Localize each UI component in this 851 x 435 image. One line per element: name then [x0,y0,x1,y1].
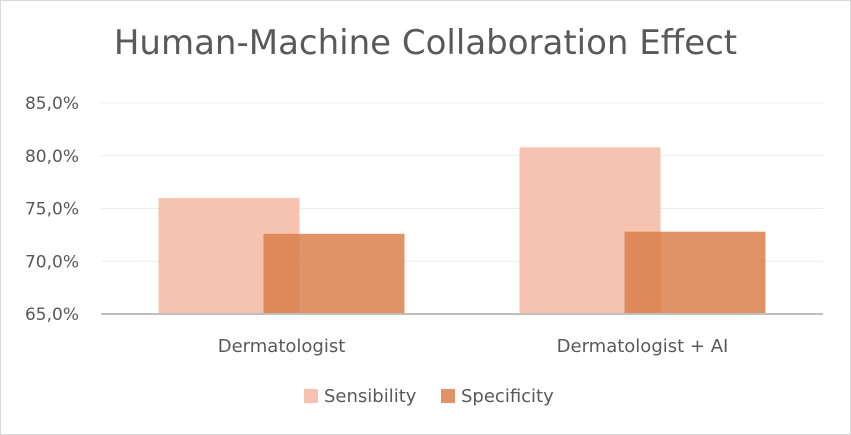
y-tick-label: 70,0% [25,252,79,272]
chart-title: Human-Machine Collaboration Effect [113,23,738,63]
legend-label-sensibility: Sensibility [324,386,417,407]
category-label: Dermatologist [218,336,346,357]
y-tick-label: 65,0% [25,305,79,325]
legend-swatch-specificity [441,389,455,403]
bar-specificity-2 [624,231,766,314]
y-tick-label: 85,0% [25,94,79,114]
legend-label-specificity: Specificity [461,386,554,407]
category-label: Dermatologist + AI [557,336,729,357]
y-tick-label: 75,0% [25,200,79,220]
legend-swatch-sensibility [304,389,318,403]
bar-specificity-1 [263,233,405,314]
y-tick-label: 80,0% [25,147,79,167]
